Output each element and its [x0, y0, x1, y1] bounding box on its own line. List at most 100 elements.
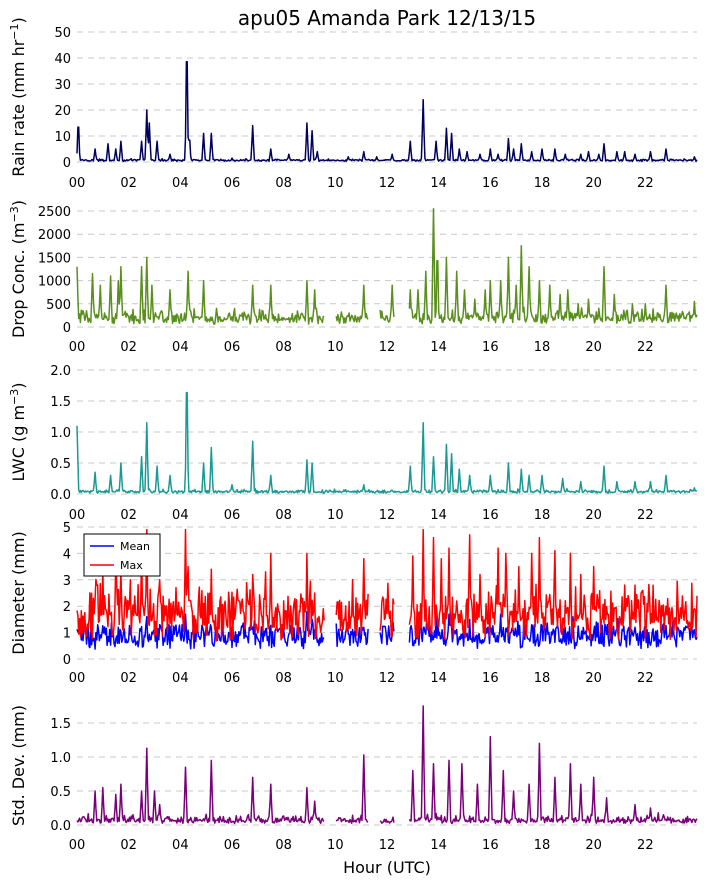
x-tick-label: 06 — [224, 671, 241, 686]
y-axis-label: Rain rate (mm hr−1) — [8, 17, 28, 177]
x-tick-label: 04 — [172, 508, 189, 523]
x-tick-label: 00 — [69, 508, 86, 523]
panel-3: 0.0 0.5 1.0 1.5 2.0 00 02 04 06 08 10 12 14 16 18 20 22 L… — [8, 364, 698, 523]
x-tick-label: 12 — [379, 340, 396, 355]
y-tick-label: 500 — [46, 298, 71, 313]
x-tick-label: 04 — [172, 340, 189, 355]
y-tick-label: 0 — [63, 156, 71, 171]
x-tick-label: 18 — [534, 671, 551, 686]
y-tick-label: 2500 — [38, 205, 71, 220]
y-tick-label: 1.5 — [50, 395, 71, 410]
x-tick-label: 10 — [327, 508, 344, 523]
x-tick-label: 10 — [327, 671, 344, 686]
x-tick-label: 16 — [482, 671, 499, 686]
x-tick-label: 10 — [327, 838, 344, 853]
x-tick-label: 20 — [585, 176, 602, 191]
x-tick-label: 06 — [224, 508, 241, 523]
x-tick-label: 16 — [482, 838, 499, 853]
x-tick-label: 10 — [327, 340, 344, 355]
legend: Mean Max — [83, 533, 161, 577]
y-tick-label: 0.5 — [50, 457, 71, 472]
y-tick-label: 40 — [54, 52, 71, 67]
y-tick-label: 1.0 — [50, 426, 71, 441]
legend-label: Max — [120, 559, 143, 572]
x-tick-label: 22 — [637, 671, 654, 686]
y-tick-label: 4 — [63, 547, 71, 562]
x-tick-label: 12 — [379, 838, 396, 853]
x-tick-label: 22 — [637, 838, 654, 853]
x-tick-label: 20 — [585, 508, 602, 523]
y-tick-label: 10 — [54, 130, 71, 145]
y-tick-label: 1.5 — [50, 717, 71, 732]
x-tick-label: 12 — [379, 508, 396, 523]
x-tick-label: 00 — [69, 838, 86, 853]
x-tick-label: 14 — [430, 508, 447, 523]
x-tick-label: 12 — [379, 671, 396, 686]
legend-label: Mean — [120, 540, 150, 553]
x-tick-label: 18 — [534, 176, 551, 191]
x-tick-label: 08 — [275, 340, 292, 355]
panel-2: 0 500 1000 1500 2000 2500 00 02 04 06 08 10 12 14 16 18… — [8, 200, 698, 355]
x-tick-label: 14 — [430, 340, 447, 355]
x-tick-label: 08 — [275, 508, 292, 523]
y-tick-label: 5 — [63, 521, 71, 536]
x-tick-label: 06 — [224, 838, 241, 853]
x-tick-label: 08 — [275, 176, 292, 191]
x-tick-label: 00 — [69, 340, 86, 355]
x-tick-label: 06 — [224, 176, 241, 191]
y-tick-label: 0 — [63, 321, 71, 336]
x-tick-label: 16 — [482, 176, 499, 191]
panel-5: 0.0 0.5 1.0 1.5 00 02 04 06 08 10 12 14 16 18 20 22 Std.… — [9, 705, 698, 853]
x-tick-label: 22 — [637, 508, 654, 523]
x-tick-label: 10 — [327, 176, 344, 191]
y-tick-label: 1 — [63, 627, 71, 642]
x-tick-label: 04 — [172, 671, 189, 686]
figure-title: apu05 Amanda Park 12/13/15 — [238, 6, 536, 30]
y-axis-label: Diameter (mm) — [9, 531, 28, 654]
y-tick-label: 2000 — [38, 228, 71, 243]
y-tick-label: 30 — [54, 78, 71, 93]
x-tick-label: 22 — [637, 340, 654, 355]
series-line-1 — [76, 60, 698, 163]
y-tick-label: 2.0 — [50, 364, 71, 379]
x-tick-label: 02 — [120, 176, 137, 191]
series-line-mean — [76, 610, 698, 650]
x-tick-label: 14 — [430, 176, 447, 191]
x-tick-label: 14 — [430, 838, 447, 853]
x-tick-label: 14 — [430, 671, 447, 686]
x-tick-label: 04 — [172, 838, 189, 853]
x-tick-label: 06 — [224, 340, 241, 355]
series-line-5 — [76, 705, 698, 825]
y-tick-label: 2 — [63, 600, 71, 615]
x-tick-label: 18 — [534, 508, 551, 523]
x-tick-label: 20 — [585, 838, 602, 853]
series-line-2 — [76, 207, 698, 325]
x-tick-label: 00 — [69, 176, 86, 191]
y-tick-label: 0.5 — [50, 785, 71, 800]
x-axis-label: Hour (UTC) — [343, 858, 431, 877]
x-tick-label: 16 — [482, 508, 499, 523]
y-axis-label: Drop Conc. (m−3) — [8, 200, 28, 338]
x-tick-label: 02 — [120, 838, 137, 853]
x-tick-label: 16 — [482, 340, 499, 355]
y-tick-label: 3 — [63, 574, 71, 589]
y-tick-label: 50 — [54, 26, 71, 41]
x-tick-label: 02 — [120, 340, 137, 355]
x-tick-label: 20 — [585, 671, 602, 686]
x-tick-label: 20 — [585, 340, 602, 355]
y-tick-label: 0.0 — [50, 488, 71, 503]
x-tick-label: 08 — [275, 838, 292, 853]
y-tick-label: 0 — [63, 653, 71, 668]
y-tick-label: 1500 — [38, 251, 71, 266]
x-tick-label: 02 — [120, 508, 137, 523]
series-line-3 — [76, 391, 698, 494]
x-tick-label: 00 — [69, 671, 86, 686]
x-tick-label: 02 — [120, 671, 137, 686]
y-axis-label: Std. Dev. (mm) — [9, 705, 28, 826]
y-tick-label: 0.0 — [50, 819, 71, 834]
y-tick-label: 1000 — [38, 275, 71, 290]
series-line-max — [76, 528, 698, 642]
x-tick-label: 12 — [379, 176, 396, 191]
